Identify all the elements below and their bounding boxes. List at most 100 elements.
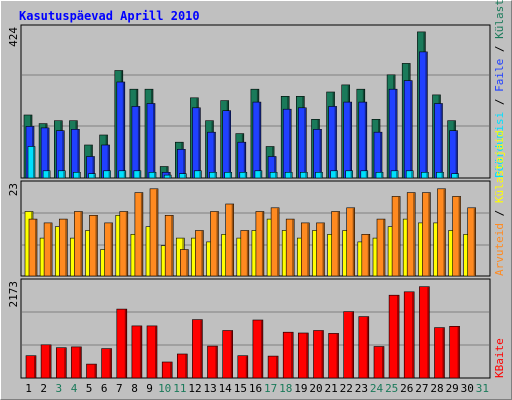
bar-arvuteid-day-28-shade [443, 189, 446, 276]
bar-kbaite-day-14-shade [230, 331, 233, 378]
bar-poordumisi-day-25 [390, 170, 399, 179]
bar-kbaite-day-19-body [297, 332, 309, 379]
x-label-day-3: 3 [55, 382, 62, 395]
panel-3-bars [25, 286, 460, 379]
bar-poordumisi-day-28-shade [441, 172, 444, 178]
bar-poordumisi-day-11 [179, 173, 187, 179]
x-label-day-11: 11 [173, 382, 186, 395]
x-label-day-13: 13 [203, 382, 216, 395]
bar-arvuteid-day-4-shade [80, 212, 82, 276]
bar-faile-day-19 [297, 107, 307, 179]
bar-kbaite-day-12 [192, 319, 203, 379]
bar-arvuteid-day-24 [376, 218, 386, 277]
bar-poordumisi-day-24-body [375, 172, 384, 179]
bar-kbaite-day-2-body [40, 344, 52, 379]
bar-arvuteid-day-23 [361, 234, 371, 277]
bar-poordumisi-day-12 [194, 170, 202, 179]
bar-faile-day-16 [252, 101, 262, 179]
bar-poordumisi-day-5 [88, 173, 96, 179]
bar-arvuteid-day-1 [28, 218, 38, 277]
bar-arvuteid-day-7-body [119, 211, 129, 277]
bar-poordumisi-day-19-body [299, 172, 308, 179]
x-label-day-25: 25 [385, 382, 398, 395]
bar-kbaite-day-13-shade [215, 346, 218, 378]
bar-kbaite-day-15 [237, 355, 249, 379]
bar-kbaite-day-16-shade [260, 320, 263, 378]
bar-arvuteid-day-7-shade [125, 212, 128, 276]
bar-poordumisi-day-2-body [42, 170, 51, 179]
bar-arvuteid-day-18 [285, 218, 295, 277]
bar-kbaite-day-3-body [55, 347, 67, 379]
bar-arvuteid-day-3-shade [65, 219, 67, 276]
bar-kbaite-day-24-shade [382, 347, 384, 378]
bar-poordumisi-day-21 [330, 170, 338, 179]
legend-separator: / [493, 92, 506, 112]
bar-arvuteid-day-10 [164, 215, 174, 277]
bar-kbaite-day-10 [161, 361, 173, 379]
panel-2-ymax-label: 23 [7, 183, 20, 196]
bar-kbaite-day-28-body [434, 327, 445, 379]
bar-arvuteid-day-3-body [58, 218, 68, 277]
bar-kbaite-day-5-shade [94, 364, 97, 378]
x-axis-labels: 1 2 3 4 5 6 7 8 9 10 11 12 13 14 15 16 17 18 19 20 21 22 23 24 2… [25, 382, 489, 395]
x-label-day-31: 31 [476, 382, 489, 395]
bar-poordumisi-day-19-shade [305, 172, 307, 178]
bar-poordumisi-day-3-body [57, 170, 66, 179]
panel-2-legend: Arvuteid / Külastajaid [493, 130, 506, 276]
bar-poordumisi-day-12-shade [199, 171, 201, 178]
bar-poordumisi-day-22-body [345, 170, 354, 179]
bar-arvuteid-day-26-shade [413, 193, 415, 276]
bar-arvuteid-day-5 [89, 215, 98, 277]
bar-faile-day-23 [358, 101, 368, 179]
bar-poordumisi-day-11-shade [184, 174, 186, 178]
bar-kbaite-day-3 [55, 347, 67, 379]
bar-kbaite-day-25-shade [397, 295, 399, 378]
bar-faile-day-12-shade [198, 108, 200, 178]
bar-faile-day-4 [71, 129, 80, 179]
bar-kbaite-day-18-shade [291, 332, 293, 378]
bar-arvuteid-day-23-body [361, 234, 371, 277]
panel-3-legend: KBaite [493, 338, 506, 378]
bar-kbaite-day-8 [131, 325, 143, 379]
bar-poordumisi-day-15-body [239, 172, 248, 179]
bar-faile-day-26-shade [410, 81, 412, 178]
bar-arvuteid-day-21-shade [337, 212, 340, 276]
bar-faile-day-8-shade [137, 106, 140, 178]
bar-kbaite-day-9-shade [155, 326, 157, 378]
x-label-day-26: 26 [400, 382, 413, 395]
bar-faile-day-17-shade [274, 157, 276, 178]
bar-arvuteid-day-29-shade [458, 196, 461, 276]
bar-arvuteid-day-6-shade [110, 223, 113, 276]
bar-kbaite-day-26-shade [412, 292, 414, 378]
bar-faile-day-23-shade [364, 102, 367, 178]
bar-faile-day-11-shade [183, 149, 185, 178]
legend-entry-arvuteid: Arvuteid [493, 223, 506, 276]
bar-poordumisi-day-5-shade [93, 174, 96, 178]
bar-kbaite-day-9 [146, 325, 158, 379]
bar-arvuteid-day-28-body [437, 188, 446, 277]
bar-poordumisi-day-25-body [390, 170, 399, 179]
bar-arvuteid-day-16-body [255, 211, 265, 277]
bar-kbaite-day-20-shade [321, 331, 324, 378]
bar-kbaite-day-23-shade [366, 317, 369, 378]
bar-kbaite-day-24 [373, 346, 385, 379]
bar-arvuteid-day-4 [74, 211, 83, 277]
bar-arvuteid-day-25-shade [398, 196, 400, 276]
bar-kbaite-day-6 [101, 348, 112, 379]
bar-faile-day-18 [282, 108, 292, 179]
bar-arvuteid-day-21-body [331, 211, 340, 277]
bar-arvuteid-day-30-body [467, 207, 477, 277]
bar-kbaite-day-22 [343, 311, 355, 379]
legend-entry-pöördumisi: Pöördumisi [493, 112, 506, 178]
bar-arvuteid-day-7 [119, 211, 129, 277]
bar-arvuteid-day-19-shade [307, 223, 309, 276]
bar-kbaite-day-18-body [282, 331, 294, 379]
bar-faile-day-7-shade [122, 82, 125, 178]
bar-arvuteid-day-30 [467, 207, 477, 277]
bar-arvuteid-day-25-body [391, 196, 401, 277]
bar-faile-day-3-shade [62, 131, 64, 178]
bar-kbaite-day-22-body [343, 311, 355, 379]
bar-poordumisi-day-9 [148, 172, 157, 179]
bar-arvuteid-day-19 [300, 222, 310, 277]
bar-poordumisi-day-26 [405, 170, 414, 179]
